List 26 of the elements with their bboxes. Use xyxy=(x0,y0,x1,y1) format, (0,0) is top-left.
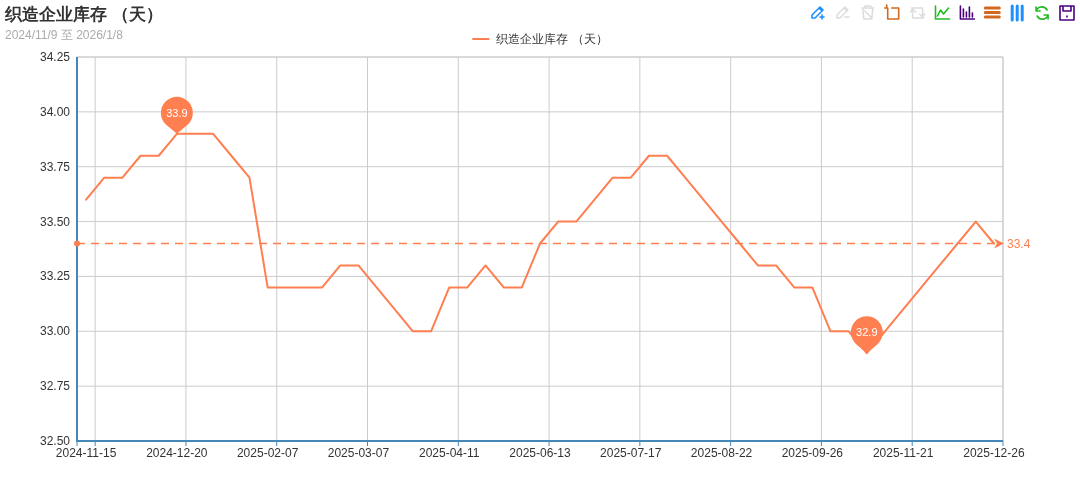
y-tick-label: 34.00 xyxy=(39,104,71,119)
annotation: 32.9 xyxy=(856,326,878,339)
x-tick-label: 2025-02-07 xyxy=(236,446,299,460)
y-tick-label: 33.25 xyxy=(39,269,71,284)
x-tick-label: 2025-12-26 xyxy=(963,446,1025,460)
legend: 织造企业库存 （天） xyxy=(471,32,608,46)
x-tick-label: 2025-09-26 xyxy=(781,446,844,460)
x-tick-label: 2025-03-07 xyxy=(327,446,390,460)
x-tick-label: 2025-11-21 xyxy=(872,446,934,460)
x-tick-label: 2025-08-22 xyxy=(690,446,753,460)
x-tick-label: 2024-11-15 xyxy=(55,446,117,460)
ref-line-label: 33.4 xyxy=(1007,236,1031,251)
y-tick-label: 32.75 xyxy=(39,379,71,394)
y-tick-label: 33.50 xyxy=(39,214,71,229)
annotation: 33.9 xyxy=(166,106,188,119)
y-tick-label: 32.50 xyxy=(39,434,71,448)
y-tick-label: 34.25 xyxy=(39,50,71,64)
x-tick-label: 2025-06-13 xyxy=(509,446,572,460)
chart-title: 织造企业库存 （天） xyxy=(4,5,163,24)
y-tick-label: 33.75 xyxy=(39,159,71,174)
legend-label: 织造企业库存 （天） xyxy=(496,32,608,46)
chart-subtitle: 2024/11/9 至 2026/1/8 xyxy=(5,28,124,42)
x-tick-label: 2025-04-11 xyxy=(418,446,480,460)
x-tick-label: 2025-07-17 xyxy=(600,446,662,460)
y-tick-label: 33.00 xyxy=(39,324,71,339)
x-tick-label: 2024-12-20 xyxy=(146,446,208,460)
